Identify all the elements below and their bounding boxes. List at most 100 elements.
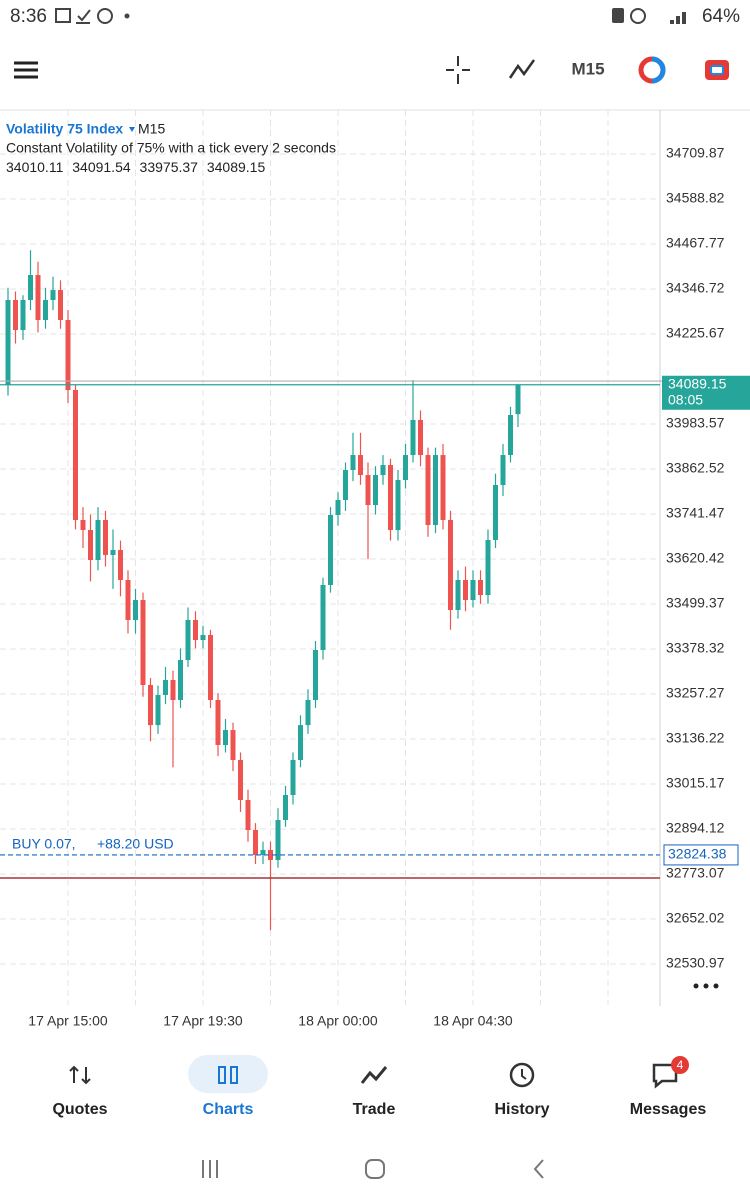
body [500,455,506,485]
price-label-bg [662,375,750,410]
body [328,514,333,585]
body [320,584,326,651]
nav-history[interactable]: History [494,1101,549,1118]
position-price-box [663,844,739,866]
body [200,634,206,641]
body [125,580,131,621]
overlays: 34709.87 34588.82 34467.77 34346.72 34225.67… [0,145,750,1029]
body [133,600,138,621]
body [58,290,63,321]
body [425,455,431,526]
indicators[interactable] [508,59,536,79]
body [50,290,56,301]
body [110,550,116,555]
description: Constant Volatility of 75% with a tick e… [6,140,336,156]
body [478,580,483,596]
y-tick-label: 33620.42 [666,550,725,566]
body [253,830,258,855]
x-tick-label: 18 Apr 00:00 [298,1013,378,1029]
active-pill [188,1055,268,1093]
y-tick-label: 32773.07 [666,865,725,881]
chart: Volatility 75 Index M15 Constant Volatil… [0,109,750,1029]
x-tick-label: 17 Apr 19:30 [163,1013,243,1029]
body [223,730,228,746]
body [185,620,191,661]
more[interactable] [693,983,699,989]
body [140,600,146,685]
body [163,680,168,695]
body [418,420,423,456]
body [350,455,356,471]
y-tick-label: 33983.57 [666,415,725,431]
menu[interactable] [14,61,38,79]
body [373,475,378,506]
body [73,390,78,521]
y-tick-label: 34709.87 [666,145,725,161]
y-tick-label: 34467.77 [666,235,725,251]
body [515,384,521,415]
low: 33975.37 [140,159,199,175]
candles [5,250,521,931]
back[interactable] [533,1159,544,1179]
y-tick-label: 33499.37 [666,595,725,611]
symbol[interactable]: Volatility 75 Index [6,121,123,137]
body [313,650,318,701]
body [440,455,446,521]
body [298,725,303,761]
nav-trade[interactable]: Trade [353,1101,396,1118]
body [260,850,266,855]
app-bar: M15 [14,56,729,84]
nav-quotes[interactable]: Quotes [52,1101,107,1118]
body [28,275,33,301]
body [118,550,123,581]
charts-icon [218,1066,226,1084]
x-tick-label: 18 Apr 04:30 [433,1013,513,1029]
nav-messages[interactable]: Messages [630,1101,707,1118]
body [178,660,183,701]
body [20,300,26,331]
signal [670,12,686,24]
body [395,480,401,531]
y-tick-label: 34225.67 [666,325,725,341]
body [155,694,161,726]
timeframe[interactable]: M15 [571,59,604,78]
recents[interactable] [202,1160,218,1178]
body [410,420,416,456]
close: 34089.15 [207,159,266,175]
body [463,580,468,601]
body [380,465,386,476]
body [193,620,198,641]
body [493,484,498,541]
status-bar: 8:36 64% [10,6,740,27]
y-tick-label: 32894.12 [666,820,725,836]
x-tick-label: 17 Apr 15:00 [28,1013,108,1029]
bottom-nav: 4 Quotes Charts Trade History Messages [52,1055,707,1118]
body [485,540,491,596]
high: 34091.54 [72,159,131,175]
more [713,983,719,989]
badge [671,1056,689,1074]
nav-charts[interactable]: Charts [203,1101,254,1118]
body [245,800,251,831]
body [103,520,108,555]
y-tick-label: 33741.47 [666,505,725,521]
body [148,684,153,726]
body [433,455,438,526]
battery: 64% [702,6,740,27]
body [43,300,48,321]
price-label: 34089.15 [668,375,727,391]
crosshair[interactable] [446,56,470,84]
trade-icon-half [651,56,666,84]
y-tick-label: 34588.82 [666,190,725,206]
y-tick-label: 32652.02 [666,910,725,926]
body [470,580,476,601]
body [358,455,363,476]
position-price: 32824.38 [668,846,727,862]
order-icon-inner [710,65,724,75]
y-tick-label: 33136.22 [666,730,725,746]
home[interactable] [365,1159,385,1179]
icon [630,8,646,24]
icon [612,8,624,23]
icon [124,13,130,19]
